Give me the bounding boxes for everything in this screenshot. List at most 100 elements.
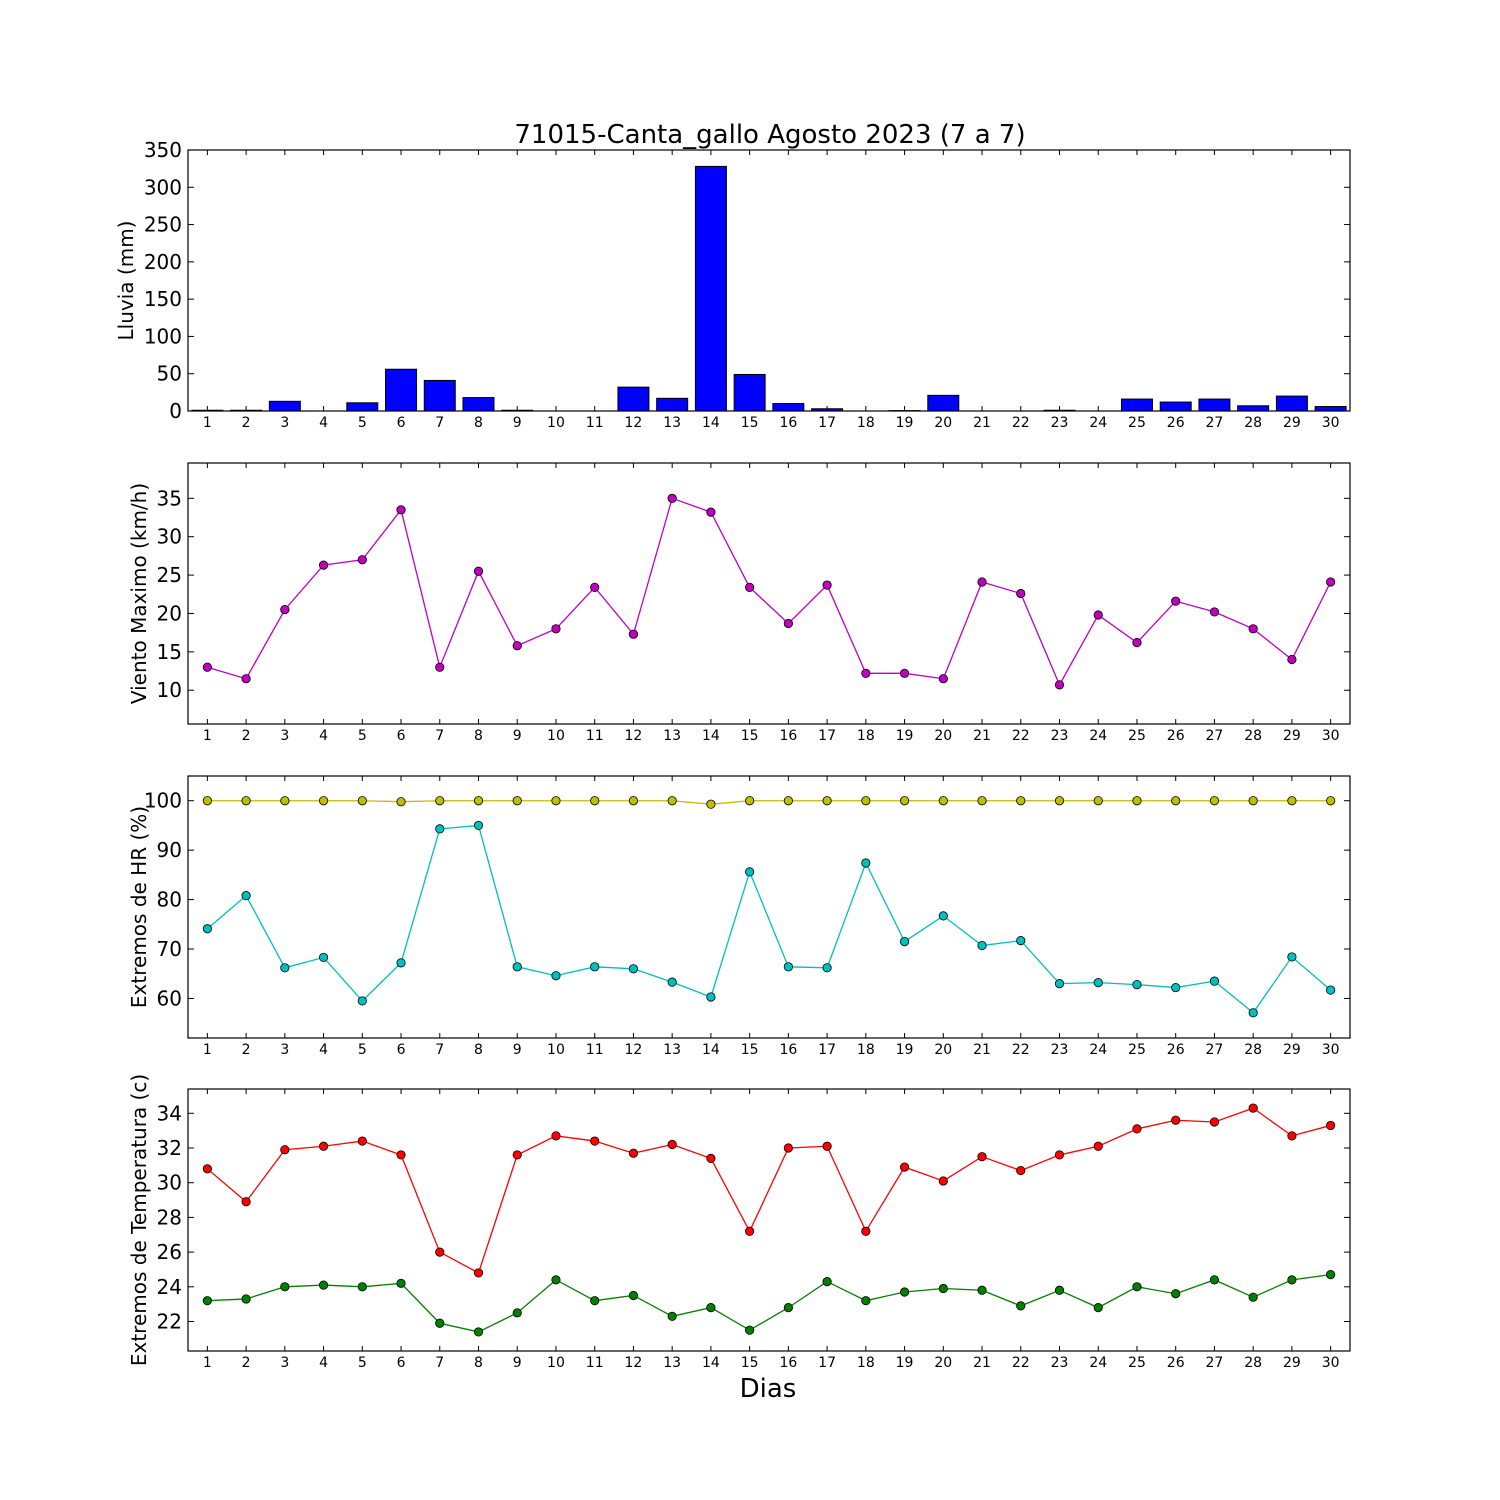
y-tick-label: 24 [157,1275,182,1299]
x-tick-label: 5 [358,415,367,431]
x-tick-label: 29 [1283,1042,1301,1058]
series-2-point-day-8 [473,1327,484,1337]
x-tick-label: 24 [1089,728,1107,744]
series-1-point-day-30 [1326,577,1336,587]
x-tick-label: 1 [203,1355,212,1371]
y-tick-label: 90 [157,838,182,862]
x-tick-label: 26 [1167,415,1185,431]
series-2-point-day-22 [1016,936,1026,946]
x-tick-label: 3 [280,415,289,431]
x-tick-label: 11 [586,728,604,744]
x-tick-label: 27 [1206,728,1224,744]
x-tick-label: 29 [1283,415,1301,431]
series-2-point-day-7 [435,1318,445,1328]
x-tick-label: 24 [1089,1042,1107,1058]
series-2-point-day-14 [706,992,716,1002]
series-2-point-day-9 [512,962,522,972]
series-1-point-day-27 [1209,796,1220,806]
series-1-point-day-15 [745,582,755,592]
bar-day-26 [1159,401,1192,412]
y-tick-label: 100 [144,324,182,348]
series-1-point-day-27 [1209,1117,1220,1127]
series-2-line [207,1274,1331,1333]
series-2-point-day-11 [590,962,600,972]
x-tick-label: 12 [625,415,643,431]
series-1-point-day-2 [241,796,251,806]
x-tick-label: 20 [934,1355,952,1371]
chart-title: 71015-Canta_gallo Agosto 2023 (7 a 7) [514,120,1025,150]
series-1-point-day-19 [899,1162,910,1172]
series-1-point-day-22 [1016,796,1026,806]
series-1-point-day-9 [512,641,522,651]
panel-4: Extremos de Temperatura (c) 2224262830323… [127,1074,1351,1371]
x-tick-label: 10 [547,1355,565,1371]
y-tick-label: 60 [157,986,182,1010]
x-tick-label: 18 [857,415,875,431]
x-tick-label: 25 [1128,1355,1146,1371]
x-tick-label: 26 [1167,728,1185,744]
x-tick-label: 5 [358,1355,367,1371]
x-tick-label: 2 [242,415,251,431]
x-tick-label: 20 [934,1042,952,1058]
series-1-point-day-9 [512,796,522,806]
x-tick-label: 28 [1244,1042,1262,1058]
x-tick-label: 2 [242,1355,251,1371]
series-1-point-day-3 [280,605,290,615]
x-tick-label: 13 [663,1042,681,1058]
series-1-point-day-23 [1054,1150,1065,1160]
bar-day-2 [230,409,263,412]
series-1-line [207,497,1332,687]
x-tick-label: 9 [513,1042,522,1058]
x-tick-label: 25 [1128,415,1146,431]
series-2-point-day-20 [938,1283,948,1294]
x-tick-label: 14 [702,728,720,744]
series-1-point-day-7 [435,1247,445,1257]
x-tick-label: 23 [1051,1355,1069,1371]
series-1-point-day-26 [1171,796,1181,806]
x-tick-label: 8 [474,415,483,431]
x-tick-label: 18 [857,728,875,744]
series-2-point-day-24 [1093,978,1103,988]
x-tick-label: 12 [625,1355,643,1371]
series-1-point-day-6 [396,1150,406,1160]
series-2-point-day-11 [590,1296,600,1306]
series-2-point-day-23 [1054,1285,1065,1295]
y-axis-label: Extremos de Temperatura (c) [127,1074,151,1366]
x-tick-label: 4 [319,1355,328,1371]
series-2-point-day-6 [396,958,406,968]
x-tick-label: 7 [435,728,444,744]
series-1-point-day-21 [977,796,987,806]
x-tick-label: 11 [586,1355,604,1371]
series-2-point-day-13 [667,1311,677,1321]
x-tick-label: 24 [1089,415,1107,431]
series-1-point-day-16 [783,618,793,629]
bar-day-29 [1275,395,1308,412]
x-tick-label: 2 [242,1042,251,1058]
y-axis-label: Lluvia (mm) [114,221,138,341]
series-1-point-day-17 [822,580,832,590]
series-1-point-day-5 [357,796,367,806]
x-tick-label: 10 [547,415,565,431]
series-1-point-day-4 [318,796,329,806]
x-tick-label: 29 [1283,1355,1301,1371]
y-tick-label: 250 [144,213,182,237]
series-2-point-day-28 [1248,1008,1258,1018]
y-tick-label: 80 [157,888,182,912]
series-1-point-day-10 [551,796,561,806]
y-tick-label: 25 [157,563,182,587]
x-tick-label: 10 [547,1042,565,1058]
series-1-point-day-6 [396,505,406,515]
x-tick-label: 16 [779,415,797,431]
y-tick-label: 28 [157,1205,182,1229]
x-tick-label: 10 [547,728,565,744]
series-2-point-day-12 [628,1290,639,1301]
series-2-point-day-1 [202,924,212,934]
x-tick-label: 14 [702,1355,720,1371]
series-2-point-day-16 [783,962,793,972]
series-2-point-day-7 [435,824,445,834]
x-tick-label: 21 [973,1355,991,1371]
x-tick-label: 9 [513,1355,522,1371]
series-2-point-day-22 [1016,1301,1026,1311]
